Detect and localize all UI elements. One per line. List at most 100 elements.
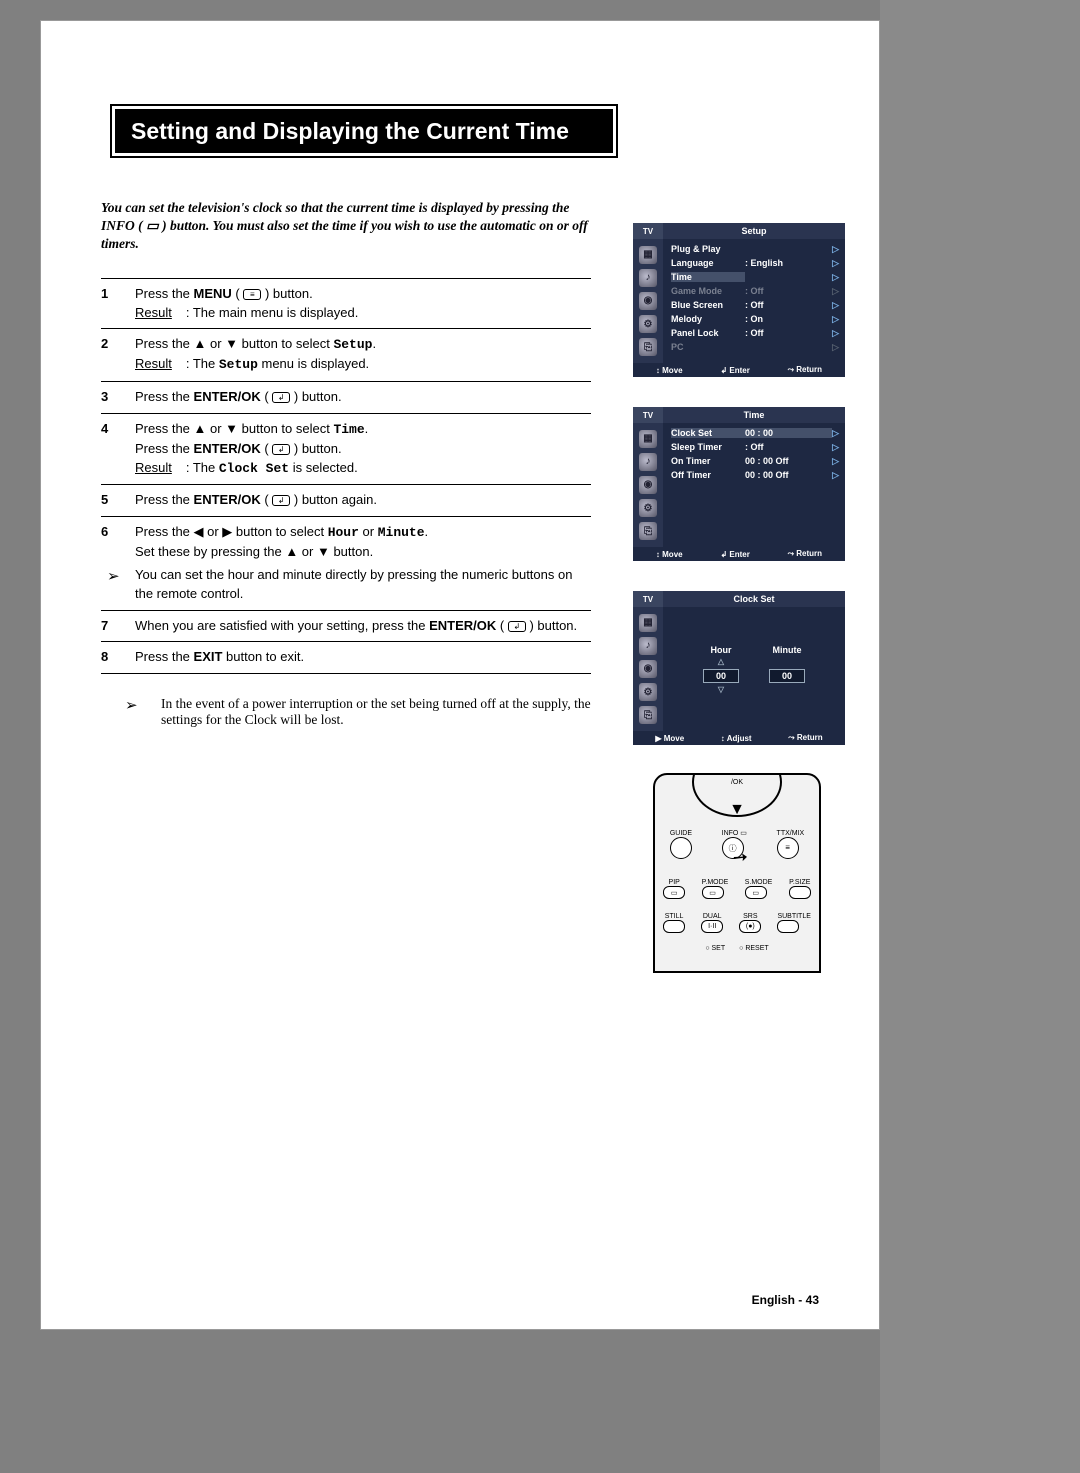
setup-icon: ⚙: [639, 499, 657, 517]
osd-item-label: Melody: [671, 314, 745, 324]
osd-item-value: : Off: [745, 328, 832, 338]
subtitle-button: [777, 920, 799, 933]
chevron-right-icon: ▷: [832, 244, 839, 255]
osd-item: Language: English▷: [671, 256, 839, 270]
osd-item-value: 00 : 00 Off: [745, 456, 832, 466]
smode-label: S.MODE: [745, 879, 773, 886]
step-body: Press the ENTER/OK ( ↲ ) button again.: [135, 491, 591, 510]
step-body: Press the ◀ or ▶ button to select Hour o…: [135, 523, 591, 562]
osd-title: Setup: [663, 223, 845, 239]
step-number: 6: [101, 523, 135, 562]
up-triangle-icon: △: [718, 658, 724, 666]
osd-item-value: 00 : 00 Off: [745, 470, 832, 480]
osd-item: Sleep Timer: Off▷: [671, 440, 839, 454]
osd-icon-bar: ▦ ♪ ◉ ⚙ ⎘: [633, 607, 663, 731]
info-label: INFO ▭: [722, 829, 747, 837]
input-icon: ⎘: [639, 706, 657, 724]
osd-item: Panel Lock: Off▷: [671, 326, 839, 340]
move-hint: ▶ Move: [655, 734, 684, 743]
chevron-right-icon: ▷: [832, 470, 839, 481]
osd-item-value: : Off: [745, 442, 832, 452]
srs-label: SRS: [739, 913, 761, 920]
osd-tv-label: TV: [633, 591, 663, 607]
step-result: Result: The main menu is displayed.: [135, 304, 591, 323]
step-7: 7When you are satisfied with your settin…: [101, 610, 591, 642]
content-column: You can set the television's clock so th…: [101, 199, 591, 728]
move-hint: ↕ Move: [656, 550, 683, 559]
osd-icon-bar: ▦ ♪ ◉ ⚙ ⎘: [633, 239, 663, 363]
hour-label: Hour: [711, 645, 732, 655]
osd-footbar: ▶ Move ↕ Adjust ⤳ Return: [633, 731, 845, 745]
chevron-right-icon: ▷: [832, 428, 839, 439]
osd-item-value: 00 : 00: [745, 428, 832, 438]
step-4: 4Press the ▲ or ▼ button to select Time.…: [101, 413, 591, 485]
set-label: ○ SET: [705, 945, 725, 952]
page-number: English - 43: [752, 1293, 819, 1307]
osd-item-label: Panel Lock: [671, 328, 745, 338]
step-number: 3: [101, 388, 135, 407]
osd-footbar: ↕ Move ↲ Enter ⤳ Return: [633, 363, 845, 377]
channel-icon: ◉: [639, 292, 657, 310]
footer-note-text: In the event of a power interruption or …: [161, 696, 591, 728]
hour-value: 00: [703, 669, 739, 683]
side-strip: [880, 0, 1080, 1473]
return-hint: ⤳ Return: [788, 733, 822, 743]
return-hint: ⤳ Return: [788, 549, 822, 559]
srs-button: (●): [739, 920, 761, 933]
setup-icon: ⚙: [639, 315, 657, 333]
osd-time-screenshot: TV Time ▦ ♪ ◉ ⚙ ⎘ Clock Set00 : 00▷Sleep…: [631, 405, 847, 563]
setup-icon: ⚙: [639, 683, 657, 701]
osd-title: Clock Set: [663, 591, 845, 607]
chevron-right-icon: ▷: [832, 258, 839, 269]
step-5: 5Press the ENTER/OK ( ↲ ) button again.: [101, 484, 591, 516]
step-note: ➢You can set the hour and minute directl…: [101, 566, 591, 604]
osd-item-label: Off Timer: [671, 470, 745, 480]
psize-label: P.SIZE: [789, 879, 811, 886]
step-line: Set these by pressing the ▲ or ▼ button.: [135, 543, 591, 562]
osd-item-label: Time: [671, 272, 745, 282]
step-line: Press the ◀ or ▶ button to select Hour o…: [135, 523, 591, 543]
reset-label: ○ RESET: [739, 945, 769, 952]
remote-illustration: /OK ▼ GUIDE INFO ▭ⓘ TTX/MIX≡ ➘ PIP▭ P.MO…: [653, 773, 821, 973]
osd-footbar: ↕ Move ↲ Enter ⤳ Return: [633, 547, 845, 561]
pip-button: ▭: [663, 886, 685, 899]
guide-button: [670, 837, 692, 859]
osd-item-list: Clock Set00 : 00▷Sleep Timer: Off▷On Tim…: [663, 423, 845, 547]
chevron-right-icon: ▷: [832, 328, 839, 339]
step-line: Press the ▲ or ▼ button to select Setup.: [135, 335, 591, 355]
osd-item-value: : Off: [745, 300, 832, 310]
note-text: You can set the hour and minute directly…: [135, 566, 591, 604]
step-result: Result: The Clock Set is selected.: [135, 459, 591, 479]
osd-item-list: Plug & Play▷Language: English▷Time▷Game …: [663, 239, 845, 363]
sound-icon: ♪: [639, 453, 657, 471]
dual-button: I·II: [701, 920, 723, 933]
osd-item-label: Game Mode: [671, 286, 745, 296]
psize-button: [789, 886, 811, 899]
osd-item: Off Timer00 : 00 Off▷: [671, 468, 839, 482]
step-body: When you are satisfied with your setting…: [135, 617, 591, 636]
step-number: 1: [101, 285, 135, 323]
step-body: Press the ENTER/OK ( ↲ ) button.: [135, 388, 591, 407]
osd-item: Game Mode: Off▷: [671, 284, 839, 298]
picture-icon: ▦: [639, 430, 657, 448]
page-title: Setting and Displaying the Current Time: [115, 109, 613, 153]
return-hint: ⤳ Return: [788, 365, 822, 375]
pmode-label: P.MODE: [702, 879, 729, 886]
input-icon: ⎘: [639, 338, 657, 356]
guide-label: GUIDE: [670, 830, 692, 837]
down-triangle-icon: ▽: [718, 686, 724, 694]
osd-item-value: : On: [745, 314, 832, 324]
chevron-right-icon: ▷: [832, 314, 839, 325]
step-number: 4: [101, 420, 135, 479]
step-line: Press the ENTER/OK ( ↲ ) button again.: [135, 491, 591, 510]
step-number: 7: [101, 617, 135, 636]
step-1: 1Press the MENU ( ≡ ) button.Result: The…: [101, 278, 591, 329]
step-6: 6Press the ◀ or ▶ button to select Hour …: [101, 516, 591, 609]
osd-item-value: : English: [745, 258, 832, 268]
steps-list: 1Press the MENU ( ≡ ) button.Result: The…: [101, 278, 591, 675]
input-icon: ⎘: [639, 522, 657, 540]
pmode-button: ▭: [702, 886, 724, 899]
sound-icon: ♪: [639, 269, 657, 287]
step-body: Press the EXIT button to exit.: [135, 648, 591, 667]
osd-item: Blue Screen: Off▷: [671, 298, 839, 312]
